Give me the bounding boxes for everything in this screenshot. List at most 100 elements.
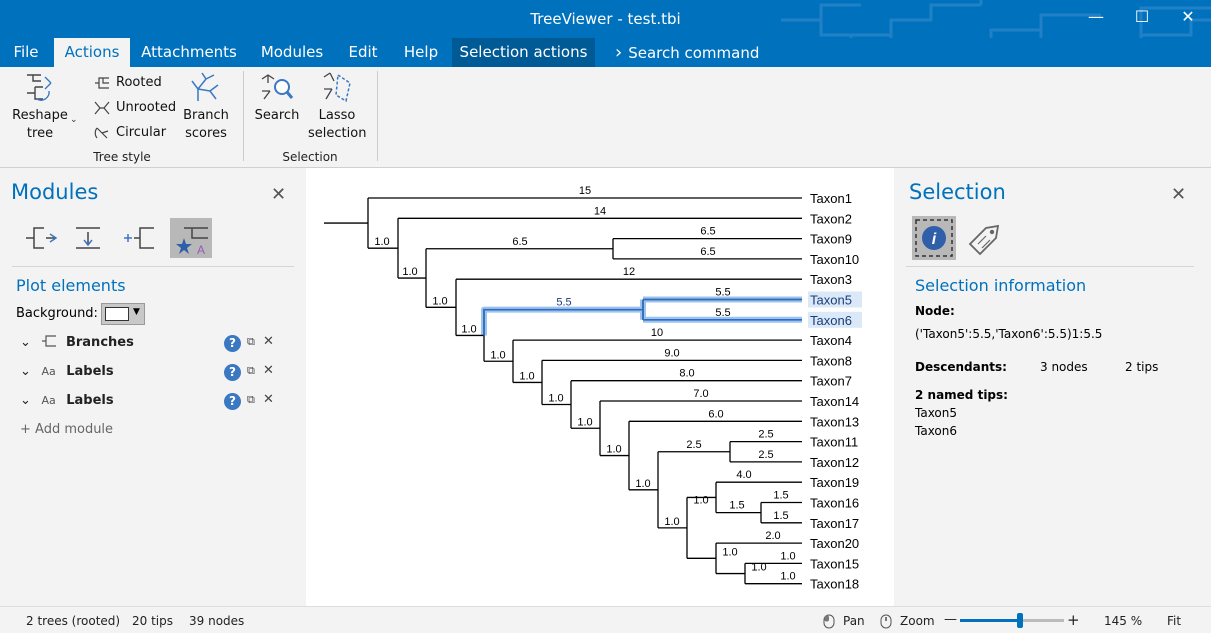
menu-file[interactable]: File xyxy=(13,43,39,61)
taxon-label[interactable]: Taxon12 xyxy=(810,455,859,470)
taxon-label[interactable]: Taxon5 xyxy=(810,293,852,308)
zoom-slider-fill xyxy=(960,619,1021,622)
ribbon-separator-2 xyxy=(377,71,378,161)
zoom-in-button[interactable]: + xyxy=(1067,611,1080,629)
tree-branch[interactable] xyxy=(657,451,730,529)
fit-button[interactable]: Fit xyxy=(1167,614,1182,628)
plot-elements-title: Plot elements xyxy=(16,276,126,295)
menu-selection-actions[interactable]: Selection actions xyxy=(452,38,595,67)
tree-branch[interactable] xyxy=(455,278,802,337)
close-modules-icon[interactable]: ✕ xyxy=(271,184,287,205)
duplicate-icon[interactable]: ⧉ xyxy=(247,393,255,406)
zoom-slider[interactable] xyxy=(960,613,1064,628)
remove-module-icon[interactable]: ✕ xyxy=(263,392,274,407)
duplicate-icon[interactable]: ⧉ xyxy=(247,364,255,377)
chevron-down-icon[interactable]: ⌄ xyxy=(20,335,31,350)
module-branches[interactable]: ⌄ Branches xyxy=(20,332,134,354)
taxon-label[interactable]: Taxon6 xyxy=(810,313,852,328)
tips-count: 20 tips xyxy=(132,614,173,628)
zoom-out-button[interactable]: — xyxy=(944,612,957,627)
support-label: 1.0 xyxy=(402,266,417,278)
close-window-button[interactable]: ✕ xyxy=(1181,7,1195,26)
reshape-dropdown-icon[interactable]: ⌄ xyxy=(70,115,78,125)
tree-branch[interactable] xyxy=(715,542,802,575)
tree-branch[interactable] xyxy=(715,481,802,514)
taxon-label[interactable]: Taxon19 xyxy=(810,475,859,490)
tree-branch[interactable] xyxy=(512,339,802,384)
selection-info-tab[interactable]: i xyxy=(912,216,956,260)
module-type-coordinates-icon[interactable] xyxy=(70,218,110,258)
branch-length-label: 2.5 xyxy=(758,429,773,441)
tree-branch[interactable] xyxy=(760,501,802,524)
maximize-button[interactable]: ☐ xyxy=(1134,7,1150,26)
support-label: 1.0 xyxy=(519,370,534,382)
taxon-label[interactable]: Taxon17 xyxy=(810,516,859,531)
add-module-button[interactable]: + Add module xyxy=(20,422,114,437)
taxon-label[interactable]: Taxon16 xyxy=(810,496,859,511)
attribute-tag-icon[interactable] xyxy=(964,218,1004,258)
lasso-selection-button[interactable]: Lasso selection xyxy=(308,71,366,145)
taxon-label[interactable]: Taxon20 xyxy=(810,536,859,551)
remove-module-icon[interactable]: ✕ xyxy=(263,363,274,378)
menu-actions[interactable]: Actions xyxy=(54,38,130,67)
module-labels[interactable]: ⌄ Aa Labels xyxy=(20,361,114,383)
tree-branch[interactable] xyxy=(628,420,802,491)
unrooted-button[interactable]: Unrooted xyxy=(94,97,176,119)
taxon-label[interactable]: Taxon7 xyxy=(810,374,852,389)
taxon-label[interactable]: Taxon13 xyxy=(810,414,859,429)
tree-branch[interactable] xyxy=(686,496,716,559)
tree-branch[interactable] xyxy=(367,197,802,249)
taxon-label[interactable]: Taxon3 xyxy=(810,272,852,287)
taxon-label[interactable]: Taxon8 xyxy=(810,353,852,368)
module-type-plot-actions-icon[interactable]: A xyxy=(170,218,212,258)
remove-module-icon[interactable]: ✕ xyxy=(263,334,274,349)
taxon-label[interactable]: Taxon9 xyxy=(810,232,852,247)
tree-branch[interactable] xyxy=(599,400,802,457)
tree-plot-area[interactable]: Taxon1 Taxon2 Taxon9 Taxon10 Taxon3 Taxon5 Tax… xyxy=(306,168,894,606)
module-type-transformer-icon[interactable] xyxy=(120,218,160,258)
menu-modules[interactable]: Modules xyxy=(260,43,324,61)
search-button[interactable]: Search xyxy=(252,71,302,127)
background-color-picker[interactable]: ▼ xyxy=(101,303,145,325)
help-icon[interactable]: ? xyxy=(224,335,241,352)
taxon-label[interactable]: Taxon14 xyxy=(810,394,859,409)
taxon-label[interactable]: Taxon2 xyxy=(810,211,852,226)
tree-branch[interactable] xyxy=(570,380,802,429)
taxon-label[interactable]: Taxon11 xyxy=(810,435,858,450)
module-labels-2[interactable]: ⌄ Aa Labels xyxy=(20,390,114,412)
circular-button[interactable]: Circular xyxy=(94,122,166,144)
taxon-label[interactable]: Taxon1 xyxy=(810,191,852,206)
menu-help[interactable]: Help xyxy=(403,43,439,61)
close-selection-icon[interactable]: ✕ xyxy=(1171,184,1187,205)
branch-length-label: 2.0 xyxy=(765,530,780,542)
tree-branch[interactable] xyxy=(483,309,643,362)
taxon-label[interactable]: Taxon18 xyxy=(810,577,859,592)
tree-branch[interactable] xyxy=(425,248,613,308)
tree-branch[interactable] xyxy=(397,217,802,279)
tree-branch[interactable] xyxy=(612,237,802,260)
duplicate-icon[interactable]: ⧉ xyxy=(247,335,255,348)
branch-scores-label-2: scores xyxy=(185,126,227,141)
zoom-slider-thumb[interactable] xyxy=(1017,613,1024,628)
minimize-button[interactable]: — xyxy=(1088,7,1104,26)
rooted-button[interactable]: Rooted xyxy=(94,72,162,94)
chevron-down-icon[interactable]: ⌄ xyxy=(20,364,31,379)
search-command[interactable]: › Search command xyxy=(600,38,776,67)
tree-branch[interactable] xyxy=(729,440,802,463)
selection-panel: Selection ✕ i Selection information Node… xyxy=(894,168,1211,606)
taxon-label[interactable]: Taxon4 xyxy=(810,333,852,348)
branch-scores-button[interactable]: Branch scores xyxy=(178,71,234,145)
taxon-label[interactable]: Taxon10 xyxy=(810,252,859,267)
help-icon[interactable]: ? xyxy=(224,393,241,410)
reshape-tree-button[interactable]: Reshape tree xyxy=(8,71,72,145)
selected-branch[interactable] xyxy=(483,298,802,336)
menu-attachments[interactable]: Attachments xyxy=(141,43,237,61)
menu-edit[interactable]: Edit xyxy=(348,43,378,61)
taxon-label[interactable]: Taxon15 xyxy=(810,556,859,571)
module-type-further-transformations-icon[interactable] xyxy=(20,218,60,258)
tree-branch[interactable] xyxy=(541,359,802,406)
tree-plot[interactable]: Taxon1 Taxon2 Taxon9 Taxon10 Taxon3 Taxon5 Tax… xyxy=(306,168,894,606)
chevron-down-icon[interactable]: ⌄ xyxy=(20,393,31,408)
help-icon[interactable]: ? xyxy=(224,364,241,381)
tree-branch[interactable] xyxy=(744,562,802,585)
